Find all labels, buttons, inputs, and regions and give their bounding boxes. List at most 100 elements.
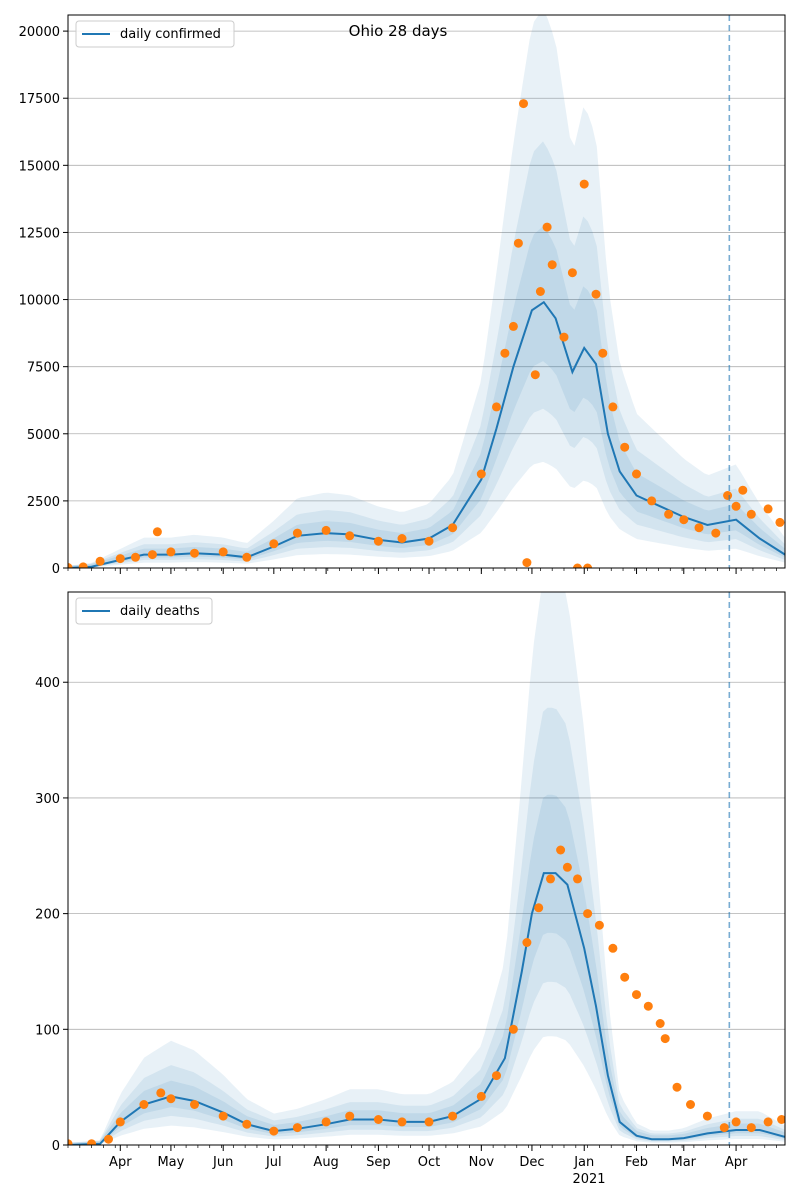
data-point: [166, 547, 176, 557]
data-point: [556, 845, 566, 855]
data-point: [608, 402, 618, 412]
y-tick-label: 200: [35, 908, 60, 923]
y-tick-label: 7500: [27, 361, 60, 376]
data-point: [242, 1119, 252, 1129]
data-point: [546, 874, 555, 884]
data-point: [321, 525, 331, 535]
data-point: [115, 554, 125, 564]
data-point: [746, 509, 756, 519]
data-point: [492, 1071, 501, 1081]
data-point: [530, 370, 540, 380]
y-tick-label: 0: [52, 1139, 60, 1154]
data-point: [686, 1100, 695, 1109]
data-point: [679, 515, 689, 525]
plot-frame: [67, 591, 786, 1146]
data-point: [535, 287, 545, 296]
data-point: [147, 550, 157, 560]
data-point: [345, 531, 355, 541]
data-point: [763, 504, 773, 514]
data-point: [397, 1117, 407, 1127]
data-point: [632, 990, 641, 1000]
data-point: [723, 491, 733, 500]
figure-title: Ohio 28 days: [349, 22, 448, 40]
y-tick-label: 400: [35, 676, 60, 691]
data-point: [534, 903, 544, 913]
data-point: [583, 909, 593, 919]
x-tick-label: Apr: [109, 1155, 132, 1170]
data-point: [218, 547, 228, 557]
uncertainty-band: [68, 141, 785, 568]
data-point: [672, 1082, 682, 1092]
data-point: [746, 1123, 756, 1133]
data-point: [598, 348, 608, 358]
data-point: [594, 920, 604, 930]
data-point: [660, 1034, 670, 1044]
data-point: [397, 534, 407, 543]
x-tick-label: Jun: [212, 1155, 233, 1170]
legend-confirmed: daily confirmed: [75, 20, 235, 48]
y-tick-label: 5000: [27, 428, 60, 443]
data-point: [104, 1134, 113, 1144]
data-point: [269, 1126, 279, 1136]
data-point: [694, 523, 704, 533]
data-point: [643, 1001, 653, 1011]
data-point: [559, 332, 569, 342]
data-point: [583, 563, 593, 568]
y-tick-label: 300: [35, 792, 60, 807]
data-point: [731, 501, 741, 511]
data-point: [476, 1091, 486, 1101]
year-label: 2021: [572, 1172, 605, 1187]
data-point: [519, 99, 528, 109]
data-point: [292, 1123, 302, 1133]
x-tick-label: Nov: [469, 1155, 495, 1170]
data-point: [719, 1123, 729, 1133]
data-point: [573, 563, 582, 568]
legend-confirmed-frame: [75, 20, 235, 48]
legend-confirmed-label: daily confirmed: [120, 27, 221, 42]
uncertainty-band: [68, 707, 785, 1145]
y-tick-label: 17500: [19, 92, 60, 107]
data-point: [190, 1100, 199, 1109]
data-point: [345, 1111, 355, 1121]
series-line: [68, 872, 785, 1145]
data-point: [152, 527, 162, 537]
data-point: [567, 268, 577, 278]
data-point: [190, 548, 199, 558]
data-point: [424, 1117, 434, 1127]
reported-points: [68, 99, 785, 568]
data-point: [139, 1100, 149, 1109]
data-point: [579, 179, 589, 189]
data-point: [738, 485, 748, 495]
data-point: [492, 402, 501, 412]
legend-deaths: daily deaths: [75, 597, 213, 625]
data-point: [448, 523, 458, 533]
data-point: [292, 528, 302, 538]
data-point: [424, 536, 434, 546]
data-point: [508, 321, 518, 331]
y-tick-label: 15000: [19, 159, 60, 174]
legend-deaths-frame: [75, 597, 213, 625]
x-tick-label: Mar: [672, 1155, 697, 1170]
plot-frame: [67, 14, 786, 569]
data-point: [620, 442, 630, 452]
y-tick-label: 20000: [19, 25, 60, 40]
x-tick-label: Jul: [265, 1155, 282, 1170]
y-tick-label: 0: [52, 562, 60, 577]
data-point: [542, 222, 552, 232]
data-point: [68, 563, 73, 568]
data-point: [711, 528, 721, 538]
data-point: [655, 1019, 665, 1028]
x-tick-label: Jan: [573, 1155, 594, 1170]
data-point: [647, 496, 657, 506]
data-point: [321, 1117, 331, 1127]
data-point: [632, 469, 641, 479]
x-tick-label: May: [157, 1155, 184, 1170]
y-tick-label: 12500: [19, 226, 60, 241]
data-point: [166, 1094, 176, 1104]
x-tick-label: Aug: [313, 1155, 338, 1170]
x-tick-label: Sep: [366, 1155, 391, 1170]
data-point: [620, 972, 630, 982]
x-tick-label: Dec: [519, 1155, 544, 1170]
data-point: [562, 862, 572, 872]
data-point: [95, 556, 105, 566]
